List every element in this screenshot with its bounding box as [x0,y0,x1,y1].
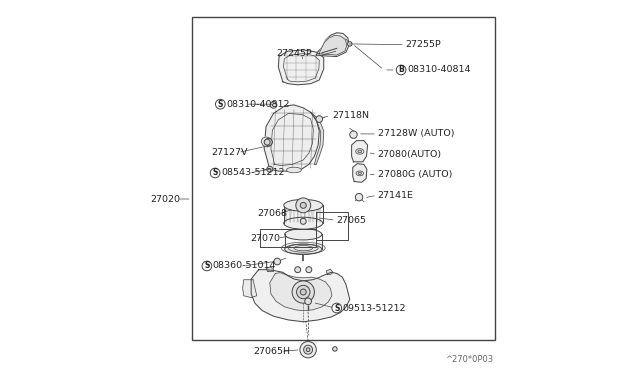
Ellipse shape [356,171,364,176]
Text: 27068: 27068 [257,209,287,218]
Text: 27128W (AUTO): 27128W (AUTO) [378,129,454,138]
Circle shape [270,102,277,108]
Polygon shape [316,33,349,57]
Text: ^270*0P03: ^270*0P03 [445,355,493,364]
Circle shape [202,261,212,271]
Ellipse shape [356,149,364,154]
Polygon shape [261,137,273,147]
Polygon shape [326,269,333,275]
Circle shape [264,139,270,145]
Circle shape [349,131,357,138]
Circle shape [348,42,352,46]
Circle shape [316,116,323,122]
Text: 27127V: 27127V [211,148,248,157]
Text: 09513-51212: 09513-51212 [342,304,406,312]
Polygon shape [351,141,367,162]
Text: 27141E: 27141E [378,191,413,200]
Bar [191,17,495,340]
Text: 27245P: 27245P [276,49,312,58]
Text: 27070: 27070 [250,234,280,243]
Polygon shape [270,273,332,311]
Ellipse shape [358,172,362,174]
Polygon shape [251,270,349,322]
Text: 08310-40812: 08310-40812 [227,100,290,109]
Polygon shape [316,212,348,240]
Circle shape [333,347,337,351]
Circle shape [274,258,280,265]
Text: S: S [212,169,218,177]
Circle shape [211,168,220,178]
Polygon shape [319,35,347,55]
Polygon shape [266,267,273,272]
Polygon shape [264,105,319,171]
Circle shape [267,166,273,172]
Circle shape [332,303,342,313]
Circle shape [265,138,273,146]
Text: 27080(AUTO): 27080(AUTO) [378,150,442,159]
Circle shape [355,193,363,201]
Circle shape [305,298,312,305]
Polygon shape [260,229,316,247]
Ellipse shape [287,167,301,173]
Text: S: S [218,100,223,109]
Text: 27020: 27020 [151,195,180,203]
Circle shape [300,289,306,295]
Polygon shape [278,50,324,85]
Text: S: S [204,262,209,270]
Circle shape [306,267,312,273]
Text: 08360-51014: 08360-51014 [213,262,276,270]
Polygon shape [243,280,257,298]
Polygon shape [285,234,322,249]
Circle shape [396,65,406,75]
Text: 08543-51212: 08543-51212 [221,169,285,177]
Text: 27255P: 27255P [406,40,442,49]
Ellipse shape [284,217,323,229]
Circle shape [300,218,306,224]
Circle shape [216,99,225,109]
Ellipse shape [285,244,322,254]
Circle shape [296,285,310,299]
Circle shape [303,345,312,354]
Text: 08310-40814: 08310-40814 [407,65,470,74]
Polygon shape [284,205,323,223]
Circle shape [306,348,310,352]
Circle shape [300,202,306,208]
Text: S: S [334,304,339,312]
Text: 27080G (AUTO): 27080G (AUTO) [378,170,452,179]
Circle shape [300,341,316,358]
Text: 27065H: 27065H [254,347,291,356]
Text: 27065: 27065 [337,216,367,225]
Text: B: B [398,65,404,74]
Polygon shape [310,112,324,164]
Circle shape [296,198,310,213]
Circle shape [294,267,301,273]
Polygon shape [353,164,367,182]
Ellipse shape [285,229,322,240]
Ellipse shape [284,199,323,211]
Text: 27118N: 27118N [332,111,369,120]
Ellipse shape [358,150,362,153]
Circle shape [292,281,314,303]
